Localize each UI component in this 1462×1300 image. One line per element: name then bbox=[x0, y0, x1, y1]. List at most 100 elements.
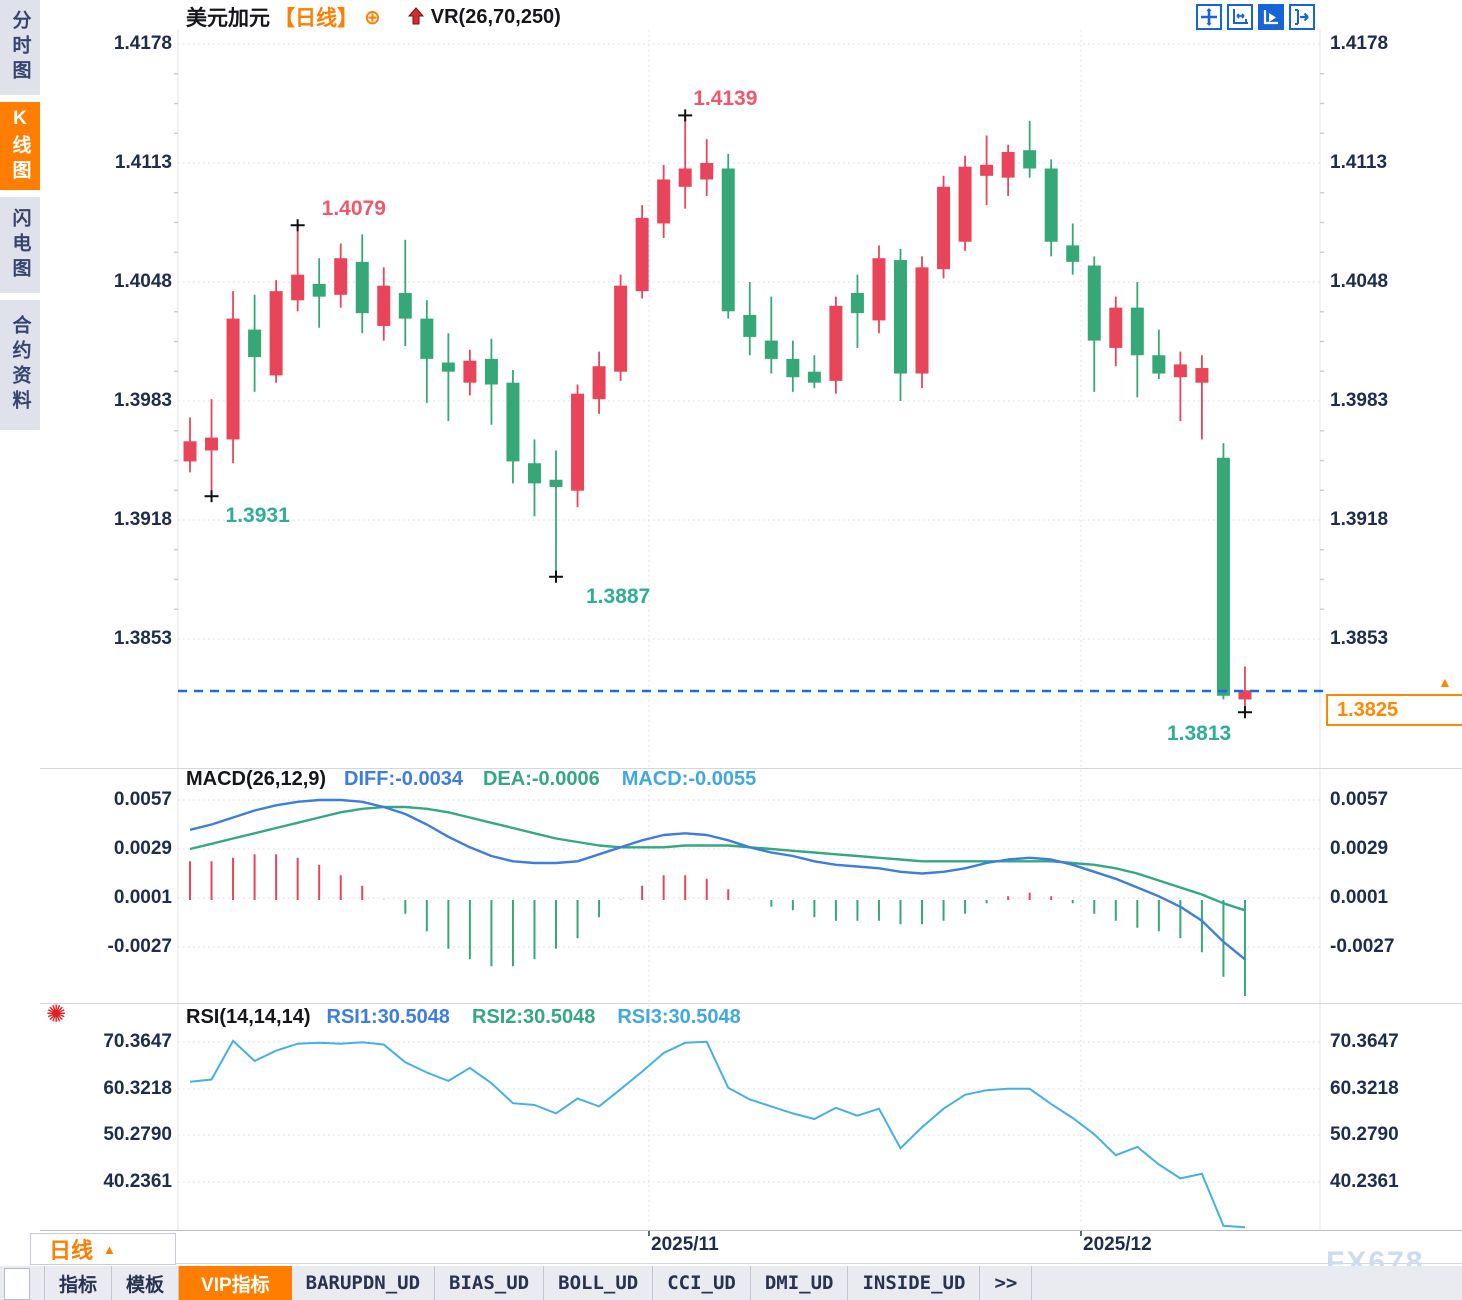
candle-body[interactable] bbox=[743, 314, 757, 337]
candle-body[interactable] bbox=[1238, 690, 1252, 700]
indicator-tab-VIP指标[interactable]: VIP指标 bbox=[179, 1266, 292, 1300]
candle-body[interactable] bbox=[269, 291, 283, 376]
candle-body[interactable] bbox=[829, 305, 843, 381]
candle-body[interactable] bbox=[312, 283, 326, 297]
candle-body[interactable] bbox=[807, 371, 821, 383]
candle-body[interactable] bbox=[614, 285, 628, 372]
candle-body[interactable] bbox=[1023, 150, 1037, 169]
indicator-tab-BOLL_UD[interactable]: BOLL_UD bbox=[544, 1266, 654, 1300]
settings-sun-icon[interactable]: ✺ bbox=[46, 1001, 67, 1028]
candle-body[interactable] bbox=[700, 163, 714, 180]
panel-separator bbox=[40, 768, 1462, 769]
candle-body[interactable] bbox=[915, 267, 929, 374]
macd-axis-label-left: 0.0029 bbox=[113, 838, 172, 859]
candle-body[interactable] bbox=[764, 340, 778, 359]
candle-body[interactable] bbox=[850, 292, 864, 314]
price-axis-label-left: 1.3853 bbox=[113, 628, 172, 649]
indicator-tab-DMI_UD[interactable]: DMI_UD bbox=[751, 1266, 849, 1300]
indicator-tab-bar: 指标 模板 VIP指标 BARUPDN_UD BIAS_UD BOLL_UD CCI_UD D… bbox=[0, 1266, 1462, 1300]
axis-fit-icon[interactable] bbox=[1227, 4, 1253, 30]
sidebar-tab-分时图[interactable]: 分时图 bbox=[0, 0, 40, 95]
indicator-tab-BARUPDN_UD[interactable]: BARUPDN_UD bbox=[292, 1266, 436, 1300]
target-crosshair-icon[interactable]: ⊕ bbox=[364, 6, 381, 29]
candle-body[interactable] bbox=[183, 441, 197, 462]
candle-body[interactable] bbox=[463, 360, 477, 383]
period-dropdown-arrow-icon: ▲ bbox=[103, 1241, 116, 1257]
low-price-annotation: 1.3887 bbox=[586, 584, 651, 608]
candle-body[interactable] bbox=[549, 479, 563, 488]
candle-body[interactable] bbox=[1087, 265, 1101, 341]
indicator-tab-模板[interactable]: 模板 bbox=[112, 1266, 180, 1300]
tabbar-spacer bbox=[0, 1266, 45, 1300]
price-axis-label-right: 1.3983 bbox=[1330, 390, 1389, 411]
indicator-tab-INSIDE_UD[interactable]: INSIDE_UD bbox=[848, 1266, 981, 1300]
move-cross-icon[interactable] bbox=[1196, 4, 1222, 30]
period-tag[interactable]: 【日线】 bbox=[274, 7, 358, 30]
shift-right-icon[interactable] bbox=[1289, 4, 1315, 30]
candle-body[interactable] bbox=[248, 329, 262, 358]
candle-body[interactable] bbox=[571, 393, 585, 491]
candle-body[interactable] bbox=[1044, 168, 1058, 242]
candle-body[interactable] bbox=[1173, 364, 1187, 378]
candle-body[interactable] bbox=[721, 168, 735, 312]
candle-body[interactable] bbox=[1066, 245, 1080, 262]
candle-body[interactable] bbox=[1130, 307, 1144, 356]
candle-body[interactable] bbox=[1001, 152, 1015, 178]
macd-axis-label-left: -0.0027 bbox=[107, 936, 172, 957]
candle-body[interactable] bbox=[635, 217, 649, 292]
candle-body[interactable] bbox=[527, 463, 541, 484]
candle-body[interactable] bbox=[334, 258, 348, 295]
macd-diff-value: DIFF:-0.0034 bbox=[344, 768, 463, 790]
macd-axis-label-right: 0.0001 bbox=[1330, 887, 1389, 908]
candle-body[interactable] bbox=[484, 358, 498, 385]
indicator-tab-指标[interactable]: 指标 bbox=[45, 1266, 113, 1300]
candle-body[interactable] bbox=[893, 260, 907, 374]
high-price-annotation: 1.4139 bbox=[693, 87, 758, 111]
candle-body[interactable] bbox=[398, 292, 412, 319]
price-axis-label-right: 1.3918 bbox=[1330, 509, 1389, 530]
play-axis-icon[interactable] bbox=[1258, 4, 1284, 30]
macd-diff-line bbox=[189, 798, 1246, 961]
candle-body[interactable] bbox=[205, 437, 219, 451]
candle-body[interactable] bbox=[377, 285, 391, 326]
candle-body[interactable] bbox=[786, 358, 800, 378]
candle-body[interactable] bbox=[1195, 368, 1209, 383]
rsi-axis-label-right: 60.3218 bbox=[1330, 1078, 1399, 1099]
candle-body[interactable] bbox=[657, 179, 671, 224]
rsi-axis-label-right: 70.3647 bbox=[1330, 1031, 1399, 1052]
candle-body[interactable] bbox=[441, 362, 455, 372]
rsi-axis-label-left: 60.3218 bbox=[103, 1078, 172, 1099]
candle-body[interactable] bbox=[506, 382, 520, 462]
indicator-tab->>[interactable]: >> bbox=[980, 1266, 1033, 1300]
candle-body[interactable] bbox=[937, 186, 951, 270]
chart-toolbar bbox=[1196, 4, 1315, 30]
candle-body[interactable] bbox=[872, 258, 886, 321]
candle-body[interactable] bbox=[420, 318, 434, 359]
candle-body[interactable] bbox=[592, 366, 606, 400]
rsi-axis-label-left: 40.2361 bbox=[103, 1171, 172, 1192]
macd-axis-label-left: 0.0057 bbox=[113, 789, 172, 810]
candle-body[interactable] bbox=[355, 261, 369, 314]
indicator-name[interactable]: VR(26,70,250) bbox=[430, 5, 561, 28]
candle-body[interactable] bbox=[1216, 457, 1230, 696]
candle-body[interactable] bbox=[958, 166, 972, 242]
candle-body[interactable] bbox=[678, 168, 692, 187]
candle-body[interactable] bbox=[980, 164, 994, 176]
candle-body[interactable] bbox=[226, 318, 240, 440]
period-selector[interactable]: 日线 ▲ bbox=[30, 1233, 176, 1265]
indicator-tab-BIAS_UD[interactable]: BIAS_UD bbox=[435, 1266, 545, 1300]
sidebar-tab-合约资料[interactable]: 合约资料 bbox=[0, 300, 40, 430]
candle-body[interactable] bbox=[1152, 355, 1166, 374]
current-price-tag[interactable]: 1.3825 bbox=[1326, 694, 1462, 726]
left-sidebar: 分时图 K线图闪电图合约资料 bbox=[0, 0, 40, 1300]
candle-body[interactable] bbox=[1109, 307, 1123, 348]
price-axis-label-left: 1.3918 bbox=[113, 509, 172, 530]
rsi-axis-label-right: 40.2361 bbox=[1330, 1171, 1399, 1192]
indicator-tab-CCI_UD[interactable]: CCI_UD bbox=[653, 1266, 751, 1300]
price-axis-label-right: 1.4048 bbox=[1330, 271, 1389, 292]
sidebar-tab-K线图[interactable]: K线图 bbox=[0, 102, 40, 190]
sidebar-tab-闪电图[interactable]: 闪电图 bbox=[0, 197, 40, 293]
candle-body[interactable] bbox=[291, 274, 305, 301]
price-axis-label-left: 1.4113 bbox=[114, 152, 172, 173]
